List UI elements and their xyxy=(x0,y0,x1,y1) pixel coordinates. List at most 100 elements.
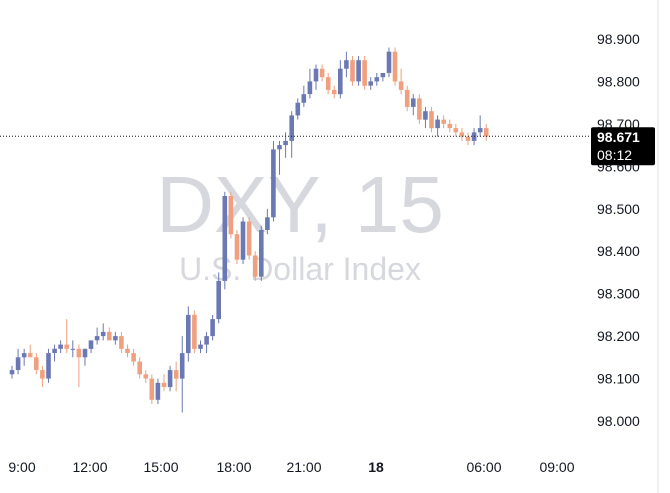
candle xyxy=(338,60,343,99)
candle xyxy=(107,327,112,341)
price-tick-label: 98.000 xyxy=(597,413,640,429)
candle xyxy=(301,85,307,107)
candles xyxy=(9,47,489,413)
candle-body xyxy=(386,51,392,73)
candle-body xyxy=(107,331,112,341)
candle-body xyxy=(52,348,57,353)
candle-body xyxy=(137,361,142,375)
candle xyxy=(441,115,446,129)
watermark-symbol: DXY, 15 xyxy=(156,160,444,249)
candle xyxy=(222,191,228,290)
candle-body xyxy=(161,382,167,387)
candle-body xyxy=(277,145,282,150)
candle xyxy=(319,64,325,82)
last-price-tag-background xyxy=(591,127,655,166)
candle-body xyxy=(477,128,483,133)
candle xyxy=(259,225,264,281)
candle xyxy=(435,115,440,137)
bar-countdown: 08:12 xyxy=(597,147,632,163)
candle-body xyxy=(417,98,422,120)
candle-body xyxy=(15,357,21,370)
candle-body xyxy=(94,336,100,341)
candle xyxy=(368,77,373,90)
time-axis[interactable]: 9:00 12:00 15:00 18:00 21:00 18 06:00 09:00 xyxy=(8,459,574,475)
candle xyxy=(210,314,215,341)
candle xyxy=(356,56,361,86)
candle xyxy=(15,348,21,375)
candle-body xyxy=(234,234,240,260)
candle-body xyxy=(338,68,343,95)
candle-body xyxy=(125,348,130,353)
candle xyxy=(350,56,355,86)
candle-body xyxy=(40,370,45,379)
time-tick-label: 21:00 xyxy=(286,459,321,475)
price-tick-label: 98.400 xyxy=(597,243,640,259)
candle-body xyxy=(186,314,191,354)
candle-body xyxy=(356,60,361,82)
candle xyxy=(125,344,130,358)
candle-body xyxy=(149,378,155,400)
price-tick-label: 98.900 xyxy=(597,31,640,47)
watermark-name: U.S. Dollar Index xyxy=(179,251,421,287)
candle-body xyxy=(398,81,404,90)
candle-body xyxy=(155,382,161,400)
candle-body xyxy=(58,344,63,349)
candle-body xyxy=(64,344,69,349)
last-price-value: 98.671 xyxy=(597,129,640,145)
time-tick-label: 18 xyxy=(368,459,384,475)
candle xyxy=(216,272,221,324)
candle-body xyxy=(368,81,373,86)
candle-body xyxy=(325,77,331,90)
time-tick-label: 06:00 xyxy=(466,459,501,475)
candle xyxy=(161,374,167,392)
candle-body xyxy=(453,128,459,133)
candle xyxy=(167,365,173,392)
candle xyxy=(64,319,69,354)
candle-body xyxy=(192,314,197,349)
candle xyxy=(204,331,209,354)
candle xyxy=(246,217,252,260)
candle-body xyxy=(259,230,264,277)
candle xyxy=(325,73,331,95)
candle xyxy=(40,365,45,387)
candle xyxy=(34,353,39,375)
candle xyxy=(46,348,51,383)
candle-body xyxy=(307,81,313,95)
candle-body xyxy=(70,348,76,350)
candle xyxy=(404,85,410,112)
candle-body xyxy=(216,280,221,320)
candle xyxy=(70,340,76,358)
candle xyxy=(374,73,380,86)
candle xyxy=(477,115,483,137)
candle-body xyxy=(27,353,33,358)
candle xyxy=(392,47,398,86)
candle-body xyxy=(82,348,88,358)
candle xyxy=(173,361,179,392)
candle-body xyxy=(411,98,416,107)
candle xyxy=(453,123,459,137)
time-tick-label: 15:00 xyxy=(143,459,178,475)
candle xyxy=(271,140,276,222)
time-tick-label: 12:00 xyxy=(72,459,107,475)
candle-body xyxy=(119,336,124,349)
candle-body xyxy=(100,331,106,337)
candle-body xyxy=(465,136,471,141)
candle xyxy=(179,336,185,413)
candle-body xyxy=(283,140,288,146)
candle-body xyxy=(483,128,489,137)
candle-body xyxy=(9,370,15,375)
candle-body xyxy=(447,123,453,129)
candle-body xyxy=(441,119,446,124)
candle-body xyxy=(423,111,428,120)
candle-body xyxy=(113,336,118,341)
candle-body xyxy=(210,319,215,337)
candle xyxy=(143,370,149,383)
candle-body xyxy=(34,357,39,370)
candle xyxy=(186,306,191,362)
candle xyxy=(88,340,94,354)
candle xyxy=(459,128,465,141)
candle-body xyxy=(204,336,209,345)
candle xyxy=(423,106,428,129)
